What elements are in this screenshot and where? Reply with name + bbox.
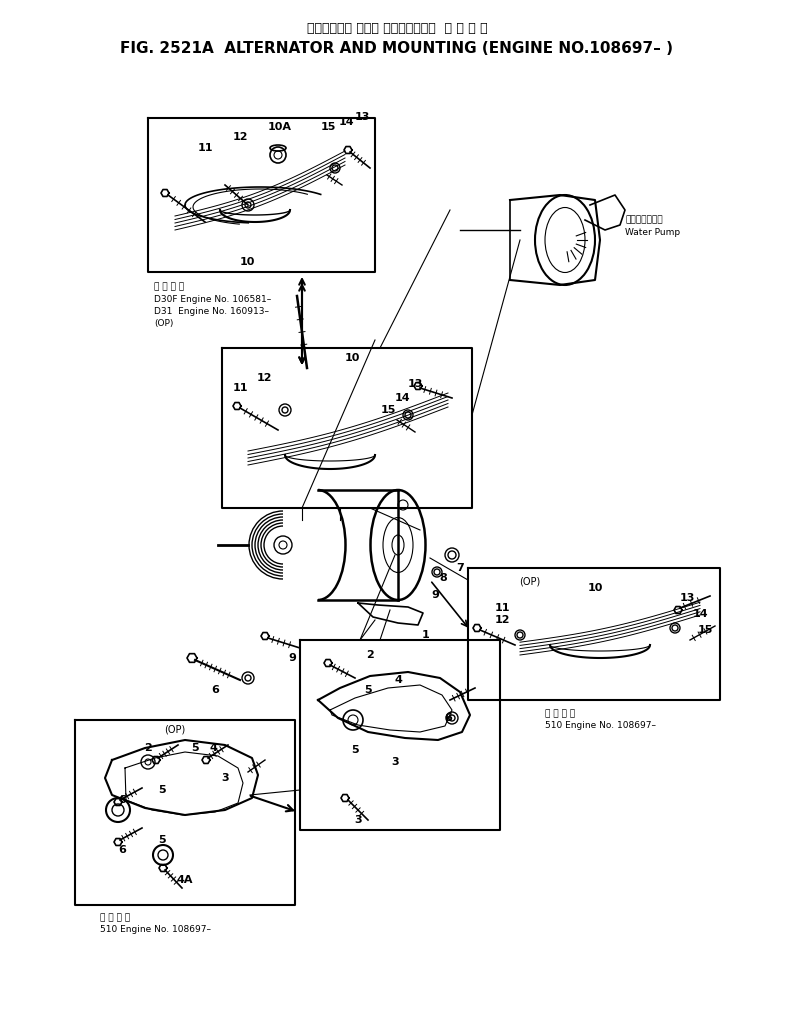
Text: 15: 15 [697, 625, 712, 635]
Text: 10: 10 [344, 353, 359, 363]
Text: 13: 13 [679, 593, 695, 603]
Text: 10: 10 [588, 583, 603, 593]
Text: 2: 2 [366, 650, 374, 660]
Text: (OP): (OP) [154, 319, 173, 328]
Text: 4: 4 [394, 675, 402, 685]
Text: オルタネータ および マウンティング  適 用 号 機: オルタネータ および マウンティング 適 用 号 機 [307, 21, 487, 35]
Text: 9: 9 [288, 653, 296, 663]
Text: (OP): (OP) [165, 725, 185, 735]
Text: 3: 3 [221, 773, 229, 783]
Text: 12: 12 [256, 373, 272, 383]
Text: 11: 11 [197, 143, 213, 153]
Text: D31  Engine No. 160913–: D31 Engine No. 160913– [154, 306, 269, 315]
Text: (OP): (OP) [519, 577, 541, 587]
Text: 14: 14 [339, 117, 355, 127]
Text: Water Pump: Water Pump [625, 228, 681, 237]
Text: 3: 3 [391, 757, 399, 767]
Text: 4: 4 [209, 743, 217, 753]
Text: 適 用 号 機: 適 用 号 機 [154, 283, 184, 292]
Text: 9: 9 [431, 590, 439, 600]
Text: 11: 11 [232, 383, 248, 393]
Text: 5: 5 [158, 835, 166, 845]
Text: 13: 13 [355, 112, 370, 121]
Text: 適 用 号 機: 適 用 号 機 [100, 914, 130, 923]
Text: 1: 1 [422, 630, 430, 640]
Text: 5: 5 [191, 743, 199, 753]
Text: 510 Engine No. 108697–: 510 Engine No. 108697– [545, 722, 656, 730]
Text: 6: 6 [211, 685, 219, 695]
Text: 5: 5 [364, 685, 372, 695]
Text: 8: 8 [439, 573, 447, 583]
Text: 5: 5 [158, 785, 166, 795]
Text: 6: 6 [444, 713, 452, 723]
Text: 14: 14 [692, 609, 708, 619]
Text: 6: 6 [118, 795, 126, 805]
Text: FIG. 2521A  ALTERNATOR AND MOUNTING (ENGINE NO.108697– ): FIG. 2521A ALTERNATOR AND MOUNTING (ENGI… [121, 41, 673, 55]
Text: 7: 7 [456, 563, 463, 573]
Text: 5: 5 [351, 745, 359, 755]
Text: 12: 12 [494, 615, 510, 625]
Text: 15: 15 [380, 405, 396, 415]
Text: ウォータポンプ: ウォータポンプ [625, 215, 662, 225]
Text: 10A: 10A [268, 121, 292, 132]
Text: 11: 11 [494, 603, 510, 613]
Text: 4A: 4A [176, 875, 193, 885]
Text: 15: 15 [320, 121, 335, 132]
Text: 14: 14 [395, 393, 411, 403]
Text: 13: 13 [407, 379, 423, 389]
Text: 3: 3 [355, 815, 362, 825]
Text: 適 用 号 機: 適 用 号 機 [545, 710, 575, 719]
Text: 510 Engine No. 108697–: 510 Engine No. 108697– [100, 925, 211, 934]
Text: 10: 10 [239, 257, 254, 268]
Text: 12: 12 [232, 132, 248, 142]
Text: 2: 2 [144, 743, 152, 753]
Text: 6: 6 [118, 845, 126, 855]
Text: D30F Engine No. 106581–: D30F Engine No. 106581– [154, 294, 271, 303]
